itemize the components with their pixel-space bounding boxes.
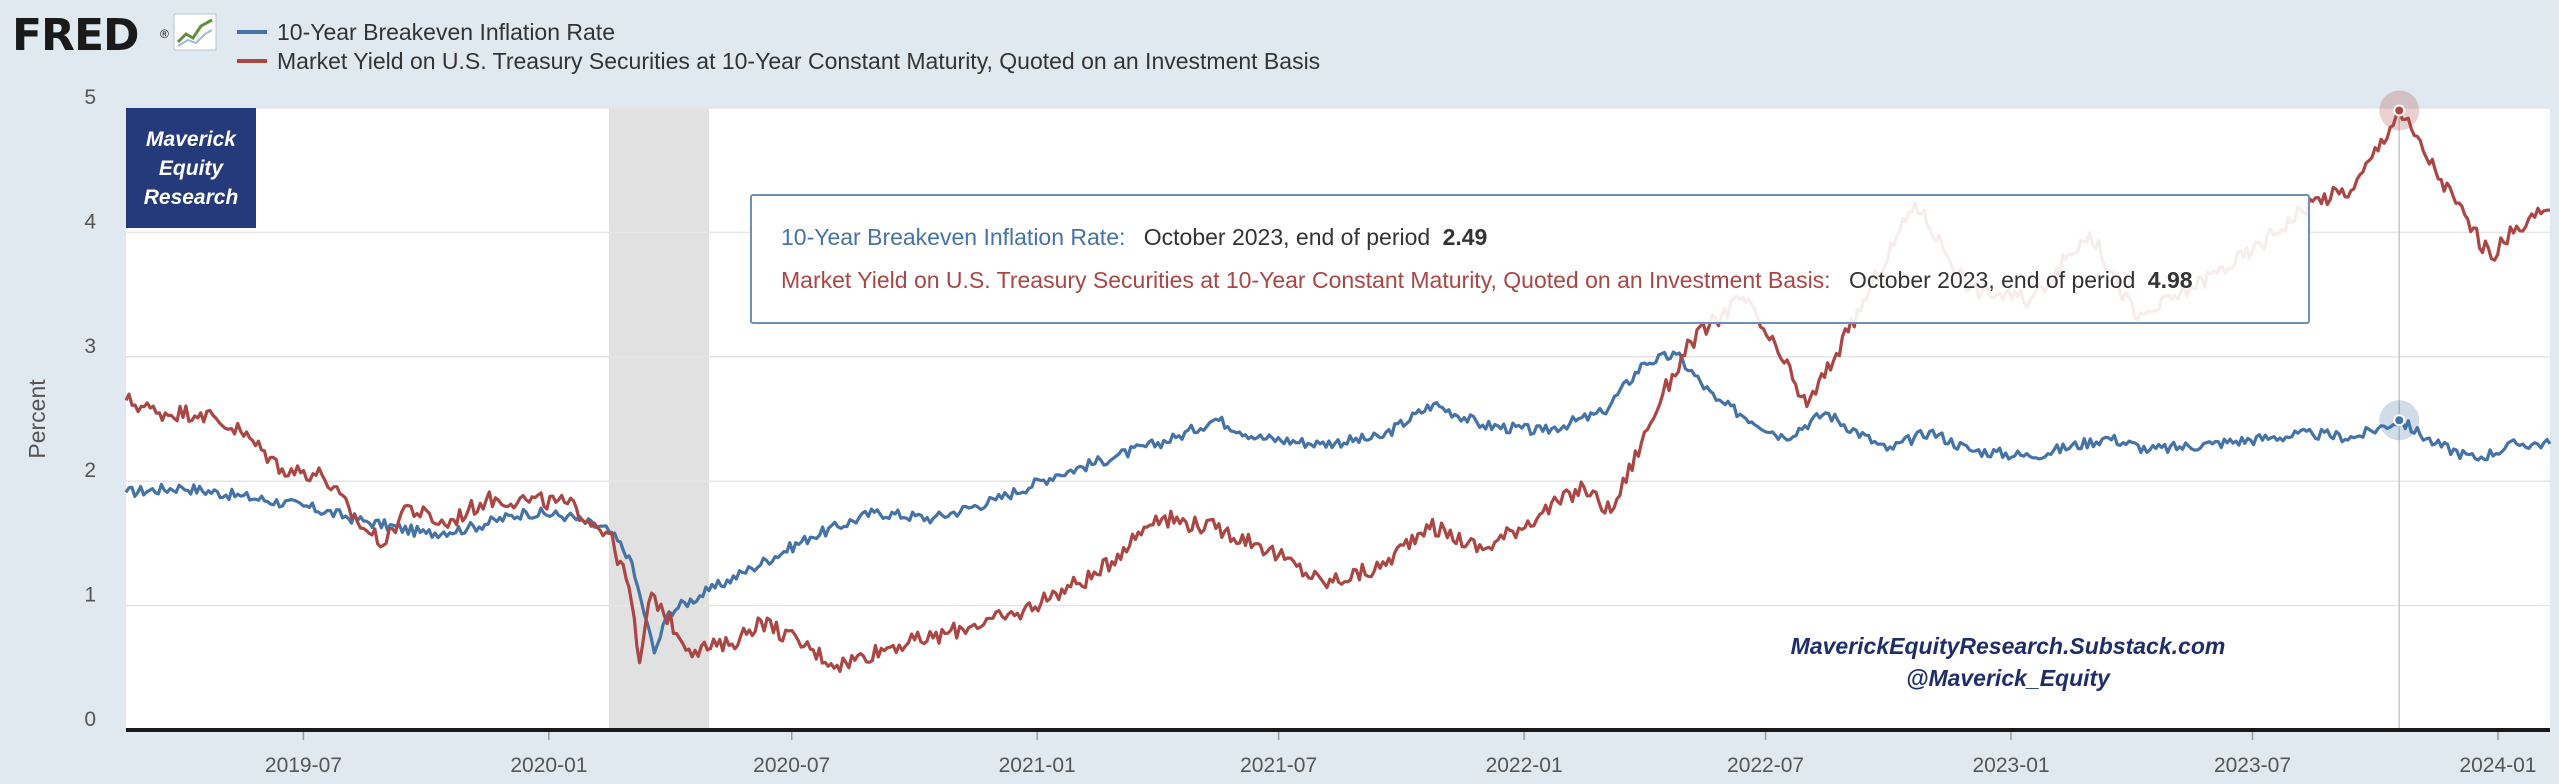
legend-label-breakeven[interactable]: 10-Year Breakeven Inflation Rate [277,19,615,45]
tooltip: 10-Year Breakeven Inflation Rate: Octobe… [750,194,2310,324]
tooltip-series-breakeven: 10-Year Breakeven Inflation Rate: [781,224,1125,250]
watermark-url: MaverickEquityResearch.Substack.com [1791,633,2226,659]
tooltip-row-treasury: Market Yield on U.S. Treasury Securities… [781,267,2193,293]
tooltip-value-breakeven: 2.49 [1443,224,1488,250]
series-line-breakeven[interactable] [124,350,2552,655]
x-tick-label-2019-07: 2019-07 [265,754,342,777]
fred-logo-text: FRED [12,10,139,61]
recession-shading [608,108,709,730]
legend-label-treasury[interactable]: Market Yield on U.S. Treasury Securities… [277,48,1320,74]
tooltip-box [750,194,2310,324]
tooltip-value-treasury: 4.98 [2148,267,2193,293]
y-tick-label-2: 2 [84,459,96,482]
watermark: MaverickEquityResearch.Substack.com @Mav… [1791,633,2226,691]
fred-logo-mark: ® [160,27,169,41]
x-tick-label-2023-07: 2023-07 [2214,754,2291,777]
tooltip-period-treasury: October 2023, end of period [1849,267,2135,293]
tooltip-period-breakeven: October 2023, end of period [1144,224,1430,250]
x-axis-ticks: 2019-07 2020-01 2020-07 2021-01 2021-07 2022-… [265,730,2537,777]
x-tick-label-2022-01: 2022-01 [1486,754,1563,777]
x-tick-label-2021-07: 2021-07 [1240,754,1317,777]
hover-point-breakeven [2393,414,2406,427]
tooltip-series-treasury: Market Yield on U.S. Treasury Securities… [781,267,1831,293]
legend: 10-Year Breakeven Inflation Rate Market … [237,19,1320,74]
y-tick-label-0: 0 [84,708,96,731]
badge-line-3: Research [144,186,239,209]
badge-line-2: Equity [159,157,224,180]
tooltip-row-breakeven: 10-Year Breakeven Inflation Rate: Octobe… [781,224,1487,250]
x-tick-label-2021-01: 2021-01 [999,754,1076,777]
x-tick-label-2023-01: 2023-01 [1972,754,2049,777]
y-axis-ticks: 0 1 2 3 4 5 [84,86,96,731]
x-tick-label-2024-01: 2024-01 [2459,754,2536,777]
y-tick-label-3: 3 [84,335,96,358]
watermark-handle: @Maverick_Equity [1906,665,2111,691]
badge-line-1: Maverick [146,128,237,151]
hover-markers [2379,90,2420,441]
y-tick-label-5: 5 [84,86,96,109]
x-tick-label-2020-07: 2020-07 [753,754,830,777]
y-tick-label-1: 1 [84,584,96,607]
y-tick-label-4: 4 [84,210,96,233]
maverick-badge: Maverick Equity Research [126,108,256,228]
fred-logo[interactable]: FRED ® [12,10,217,61]
y-axis-title: Percent [24,379,50,459]
x-tick-label-2022-07: 2022-07 [1727,754,1804,777]
fred-chart-icon [173,13,217,51]
badge-box [126,108,256,228]
x-tick-label-2020-01: 2020-01 [510,754,587,777]
hover-point-treasury [2393,104,2406,117]
